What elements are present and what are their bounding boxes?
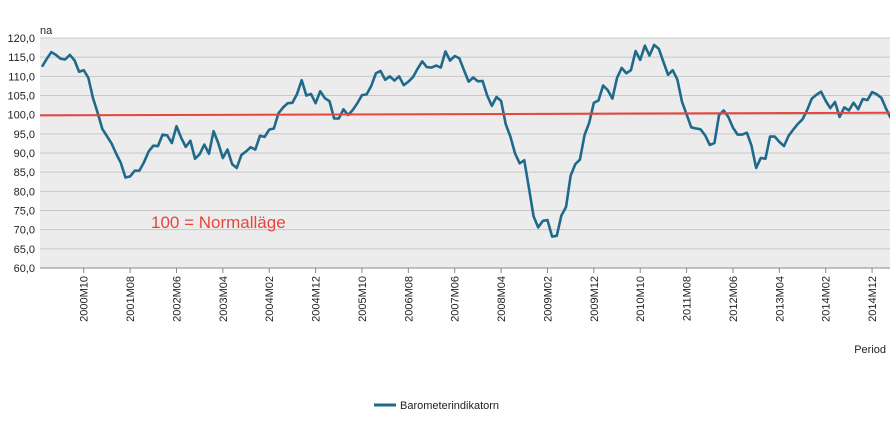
y-tick-label: 90,0 [14, 148, 35, 160]
x-tick-label: 2014M02 [821, 276, 833, 322]
x-axis-label: Period [854, 344, 886, 356]
x-tick-label: 2008M04 [496, 276, 508, 322]
x-tick-label: 2004M02 [264, 276, 276, 322]
normal-level-line [39, 111, 890, 117]
y-tick-label: 80,0 [14, 186, 35, 198]
x-tick-label: 2000M10 [79, 276, 91, 322]
x-tick-label: 2003M04 [218, 276, 230, 322]
y-axis-label: na [40, 25, 53, 37]
x-tick-label: 2011M08 [682, 276, 694, 321]
series-barometer-line [40, 43, 890, 238]
y-tick-label: 100,0 [7, 110, 35, 122]
y-tick-label: 115,0 [8, 52, 35, 64]
y-tick-label: 120,0 [7, 33, 35, 45]
y-tick-label: 95,0 [14, 129, 35, 141]
y-tick-label: 65,0 [14, 244, 35, 256]
y-tick-label: 75,0 [14, 206, 35, 218]
x-tick-label: 2006M08 [403, 276, 415, 322]
x-tick-label: 2002M06 [171, 276, 183, 322]
x-tick-label: 2004M12 [311, 276, 323, 322]
x-tick-label: 2001M08 [125, 276, 137, 322]
x-tick-label: 2007M06 [450, 276, 462, 322]
y-tick-label: 60,0 [14, 263, 35, 275]
y-tick-label: 110,0 [8, 71, 35, 83]
legend-label-barometer: Barometerindikatorn [400, 400, 499, 412]
series-layer [39, 43, 890, 238]
x-tick-label: 2009M12 [589, 276, 601, 322]
x-tick-label: 2009M02 [542, 276, 554, 322]
x-tick-label: 2010M10 [635, 276, 647, 322]
y-tick-label: 105,0 [7, 91, 35, 103]
normal-level-annotation: 100 = Normalläge [151, 213, 286, 232]
y-tick-label: 70,0 [14, 225, 35, 237]
x-tick-label: 2012M06 [728, 276, 740, 322]
x-tick-label: 2014M12 [867, 276, 879, 322]
x-tick-label: 2013M04 [774, 276, 786, 322]
x-axis: 2000M10 2001M08 2002M06 2003M04 2004M02 2004M… [79, 268, 879, 322]
x-tick-label: 2005M10 [357, 276, 369, 322]
legend: Barometerindikatorn [374, 400, 499, 412]
y-tick-label: 85,0 [14, 167, 35, 179]
y-axis: 60,0 65,0 70,0 75,0 80,0 85,0 90,0 95,0 100,0 105… [7, 33, 35, 275]
